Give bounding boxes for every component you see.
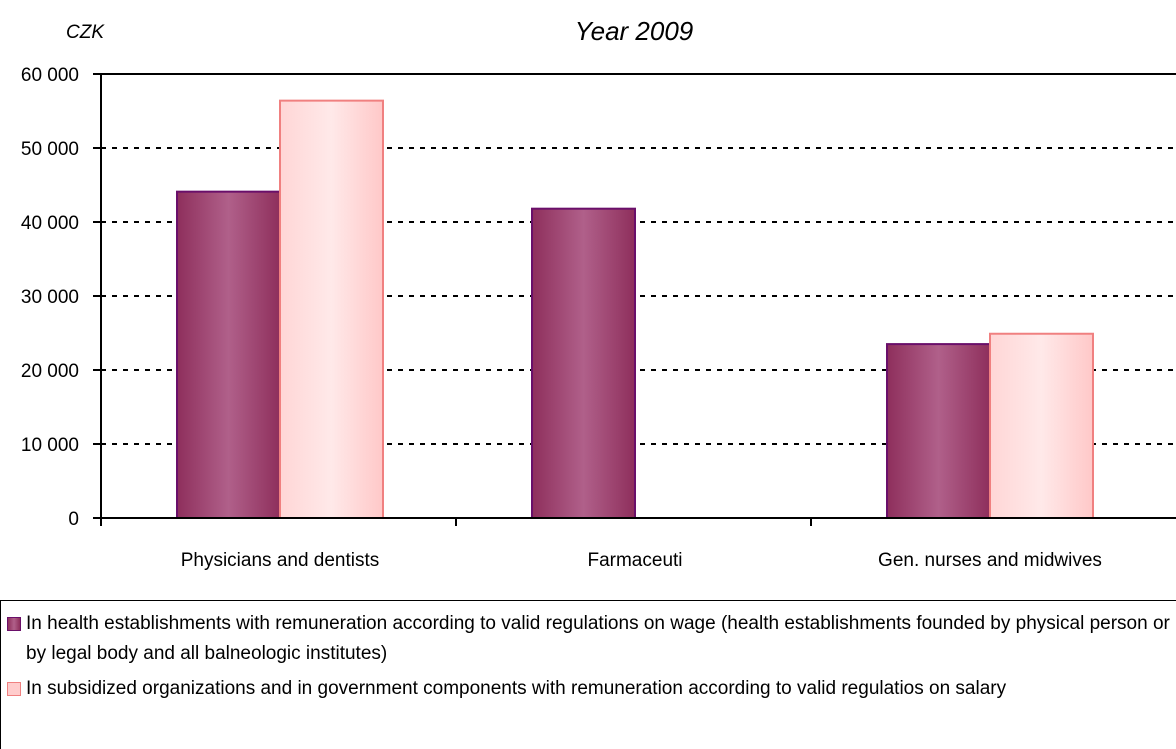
y-tick-label: 0	[68, 509, 79, 530]
bar-chart: CZK Year 2009 0 10 000 20 000 30 000 40 000 5…	[21, 16, 1176, 571]
axes	[93, 73, 1176, 526]
legend-item-series-1: In health establishments with remunerati…	[7, 609, 1176, 669]
bar-series-1-2	[531, 207, 636, 519]
y-tick-label: 60 000	[21, 65, 79, 86]
legend-label-series-2: In subsidized organizations and in gover…	[26, 678, 1007, 699]
y-unit-label: CZK	[66, 22, 105, 43]
y-tick-label: 40 000	[21, 213, 79, 234]
bar-series-1-1	[176, 190, 281, 519]
legend-label-series-1: In health establishments with remunerati…	[26, 613, 1170, 664]
y-tick-label: 20 000	[21, 361, 79, 382]
x-category-label: Gen. nurses and midwives	[878, 550, 1102, 571]
y-tick-label: 10 000	[21, 435, 79, 456]
legend: In health establishments with remunerati…	[0, 600, 1176, 749]
x-category-labels: Physicians and dentists Farmaceuti Gen. nu…	[181, 550, 1102, 571]
bar-series-1-3	[886, 343, 991, 519]
legend-item-series-2: In subsidized organizations and in gover…	[7, 674, 1176, 704]
y-tick-label: 50 000	[21, 139, 79, 160]
legend-swatch-series-2	[7, 682, 21, 696]
bar-series-2-3	[989, 332, 1094, 519]
y-tick-labels: 0 10 000 20 000 30 000 40 000 50 000 60 000	[21, 65, 79, 530]
x-category-label: Physicians and dentists	[181, 550, 380, 571]
chart-title: Year 2009	[575, 16, 694, 46]
y-tick-label: 30 000	[21, 287, 79, 308]
legend-swatch-series-1	[7, 617, 21, 631]
bars	[176, 99, 1094, 519]
x-category-label: Farmaceuti	[587, 550, 682, 571]
bar-series-2-1	[279, 99, 384, 519]
